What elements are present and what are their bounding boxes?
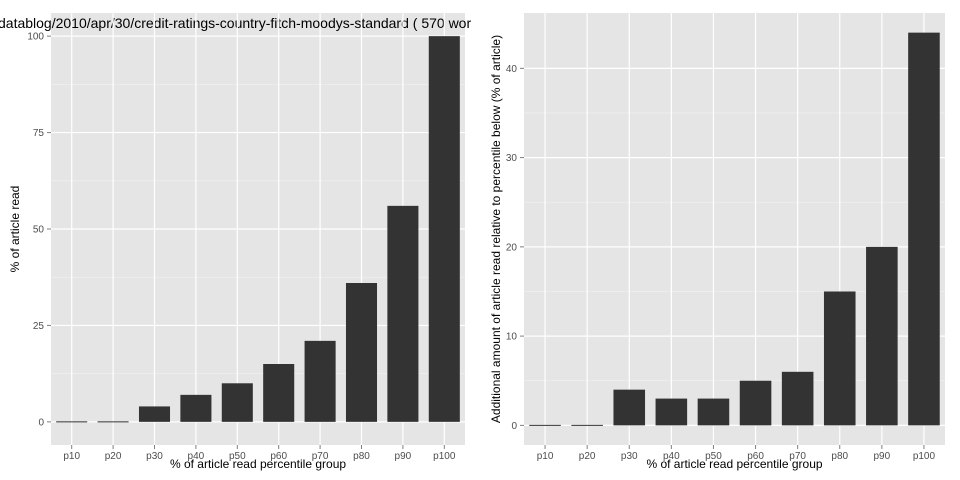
chart-right-bar-p10 [529,424,561,426]
chart-right-ytick-label: 40 [506,64,518,75]
chart-right-ytick-label: 30 [506,153,518,164]
chart-right-xtick-label: p70 [789,451,806,462]
chart-right-bar-p70 [781,371,814,426]
chart-right-bar-p80 [823,291,856,426]
chart-left-bar-p20 [97,421,129,423]
chart-left-bar-p50 [221,383,253,422]
chart-right-bar-p50 [697,398,730,426]
chart-left-bar-p60 [263,364,295,422]
chart-left-xtick-label: p10 [63,451,80,462]
chart-right-y-axis-title: Additional amount of article read relati… [489,35,503,423]
chart-right-xtick-label: p40 [663,451,680,462]
chart-right-xtick-label: p80 [831,451,848,462]
chart-left-xtick-label: p80 [353,451,370,462]
chart-left-bar-p10 [56,421,88,423]
chart-right-xtick-label: p90 [874,451,891,462]
chart-left-ytick-label: 50 [33,225,45,236]
chart-left-ytick-label: 100 [27,32,44,43]
chart-right: 0 10 20 30 40 p10 p20 p30 p40 p50 p60 p70 p80 p90 p100… [489,13,945,471]
chart-left-ytick-label: 25 [33,321,45,332]
chart-left-xtick-label: p100 [433,451,456,462]
chart-right-bar-p60 [739,380,772,426]
chart-right-xtick-label: p100 [913,451,936,462]
chart-left-xtick-label: p30 [146,451,163,462]
chart-left-bar-p90 [387,205,419,422]
chart-left-xtick-label: p50 [229,451,246,462]
chart-right-ytick-label: 10 [506,332,518,343]
chart-left-ytick-label: 75 [33,128,45,139]
chart-right-ytick-label: 0 [511,421,517,432]
chart-right-xtick-label: p10 [537,451,554,462]
chart-left-bar-p70 [304,340,336,422]
chart-right-bar-p40 [655,398,688,426]
chart-right-bar-p90 [866,246,898,426]
chart-right-bar-p100 [908,32,940,426]
chart-right-xtick-label: p20 [579,451,596,462]
chart-left-xtick-label: p40 [188,451,205,462]
chart-left-bar-p30 [138,406,171,422]
chart-left-bar-p80 [345,283,378,422]
chart-right-x-axis-title: % of article read percentile group [646,457,822,471]
chart-right-bar-p30 [613,389,646,426]
chart-right-bar-p20 [571,424,603,426]
chart-left-xtick-label: p20 [105,451,122,462]
chart-left-bar-p40 [180,394,212,422]
chart-right-ytick-label: 20 [506,242,518,253]
chart-left-title: datablog/2010/apr/30/credit-ratings-coun… [0,15,471,31]
chart-left-xtick-label: p90 [395,451,412,462]
chart-right-xtick-label: p60 [747,451,764,462]
chart-left-xtick-label: p60 [270,451,287,462]
chart-left-xtick-label: p70 [312,451,329,462]
chart-left: datablog/2010/apr/30/credit-ratings-coun… [0,13,471,471]
chart-left-y-axis-title: % of article read [8,186,22,273]
chart-left-x-axis-title: % of article read percentile group [170,457,346,471]
chart-right-xtick-label: p50 [705,451,722,462]
chart-left-bar-p100 [428,36,460,422]
chart-right-xtick-label: p30 [621,451,638,462]
chart-left-ytick-label: 0 [38,417,44,428]
